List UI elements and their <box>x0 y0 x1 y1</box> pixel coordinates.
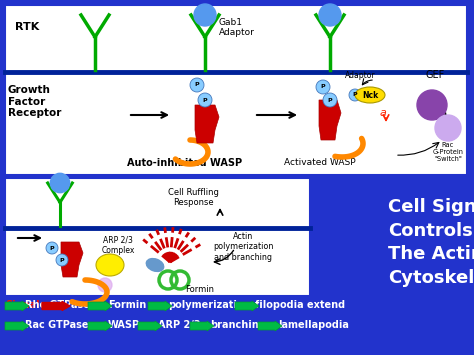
Text: Signal: Signal <box>5 300 40 310</box>
FancyArrow shape <box>235 301 259 311</box>
Text: Nck: Nck <box>362 91 378 99</box>
Circle shape <box>56 254 68 266</box>
Circle shape <box>316 80 330 94</box>
Text: Rac
G-Protein
"Switch": Rac G-Protein "Switch" <box>432 142 464 162</box>
Ellipse shape <box>355 87 385 103</box>
Text: P: P <box>203 98 207 103</box>
FancyArrow shape <box>5 321 29 331</box>
Circle shape <box>319 4 341 26</box>
Circle shape <box>198 93 212 107</box>
Text: P: P <box>60 257 64 262</box>
FancyArrow shape <box>5 301 29 311</box>
Text: Formin: Formin <box>185 285 214 294</box>
FancyArrow shape <box>42 301 70 311</box>
Text: RTK: RTK <box>15 22 39 32</box>
Text: P: P <box>328 98 332 103</box>
Text: P: P <box>50 246 55 251</box>
Text: Cell Signaling
Controls
The Actin
Cytoskeleton: Cell Signaling Controls The Actin Cytosk… <box>388 198 474 287</box>
Ellipse shape <box>146 258 164 272</box>
FancyArrow shape <box>258 321 282 331</box>
Text: filopodia extend: filopodia extend <box>255 300 345 310</box>
Circle shape <box>435 115 461 141</box>
Text: polymerization: polymerization <box>168 300 250 310</box>
Text: Rac GTPase: Rac GTPase <box>25 320 89 330</box>
Circle shape <box>417 90 447 120</box>
Circle shape <box>349 89 361 101</box>
Text: Growth
Factor
Receptor: Growth Factor Receptor <box>8 85 61 118</box>
Circle shape <box>98 278 112 292</box>
Circle shape <box>50 173 70 193</box>
Text: P: P <box>321 84 325 89</box>
Circle shape <box>323 93 337 107</box>
Text: Auto-inhibited WASP: Auto-inhibited WASP <box>128 158 243 168</box>
Text: P: P <box>353 93 357 98</box>
Text: Adaptor: Adaptor <box>345 71 375 80</box>
Text: Actin
polymerization
and branching: Actin polymerization and branching <box>213 232 273 262</box>
Text: lamellapodia: lamellapodia <box>278 320 349 330</box>
Text: Formin: Formin <box>108 300 146 310</box>
Text: a: a <box>380 108 386 118</box>
FancyArrow shape <box>138 321 162 331</box>
FancyArrow shape <box>190 321 214 331</box>
Text: branching: branching <box>210 320 266 330</box>
Text: ARP 2/3: ARP 2/3 <box>158 320 201 330</box>
FancyBboxPatch shape <box>5 5 467 175</box>
Circle shape <box>194 4 216 26</box>
Circle shape <box>46 242 58 254</box>
Text: P: P <box>195 82 199 87</box>
Polygon shape <box>195 105 219 143</box>
Text: WASP: WASP <box>108 320 140 330</box>
Text: Gab1
Adaptor: Gab1 Adaptor <box>219 18 255 37</box>
FancyArrow shape <box>148 301 172 311</box>
Polygon shape <box>61 242 83 277</box>
Text: Activated WASP: Activated WASP <box>284 158 356 167</box>
Text: GEF: GEF <box>425 70 445 80</box>
Ellipse shape <box>96 254 124 276</box>
Text: ARP 2/3
Complex: ARP 2/3 Complex <box>101 236 135 255</box>
FancyBboxPatch shape <box>5 178 310 296</box>
Text: Cell Ruffling
Response: Cell Ruffling Response <box>168 188 219 207</box>
Polygon shape <box>319 100 341 140</box>
FancyArrow shape <box>88 321 112 331</box>
Text: Rho GTPase: Rho GTPase <box>25 300 90 310</box>
FancyArrow shape <box>88 301 112 311</box>
Circle shape <box>190 78 204 92</box>
